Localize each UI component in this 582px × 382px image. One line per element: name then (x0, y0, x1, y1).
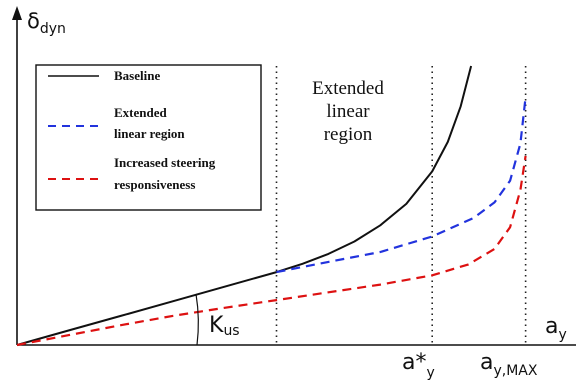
vline-label-ay-max: ay,MAX (480, 350, 538, 379)
series-group (16, 65, 527, 347)
y-axis-label: δdyn (27, 9, 66, 37)
annotation-line-2: linear (326, 101, 370, 122)
legend-label-increased-2: responsiveness (114, 177, 195, 192)
reference-lines (275, 66, 527, 345)
vline-label-ay-max-main: a (480, 350, 493, 375)
vline-label-ay-star-sub: y (426, 365, 434, 381)
series-line-2 (16, 155, 527, 347)
vline-label-ay-max-sub: y,MAX (493, 363, 537, 379)
legend-label-extended-1: Extended (114, 105, 168, 120)
y-axis-label-main: δ (27, 9, 40, 33)
kus-label-sub: us (223, 323, 239, 339)
kus-label: Kus (209, 313, 240, 339)
x-axis-label-main: a (545, 314, 558, 339)
series-line-1 (276, 96, 527, 274)
x-axis-label-sub: y (558, 327, 566, 343)
legend-label-baseline: Baseline (114, 68, 160, 83)
x-axis-label: ay (545, 314, 567, 343)
legend-box (35, 64, 262, 211)
legend: Baseline Extended linear region Increase… (35, 64, 262, 211)
annotation-line-1: Extended (312, 78, 384, 99)
y-axis-arrow-icon (12, 6, 22, 20)
series-line-0 (16, 65, 473, 346)
kus-angle-arc (195, 293, 199, 346)
y-axis-label-sub: dyn (40, 21, 66, 37)
kus-label-main: K (209, 313, 224, 338)
legend-label-extended-2: linear region (114, 126, 185, 141)
annotation-line-3: region (324, 124, 373, 145)
legend-label-increased-1: Increased steering (114, 155, 216, 170)
vline-label-ay-star: a*y (402, 350, 435, 381)
vline-label-ay-star-main: a* (402, 350, 426, 375)
